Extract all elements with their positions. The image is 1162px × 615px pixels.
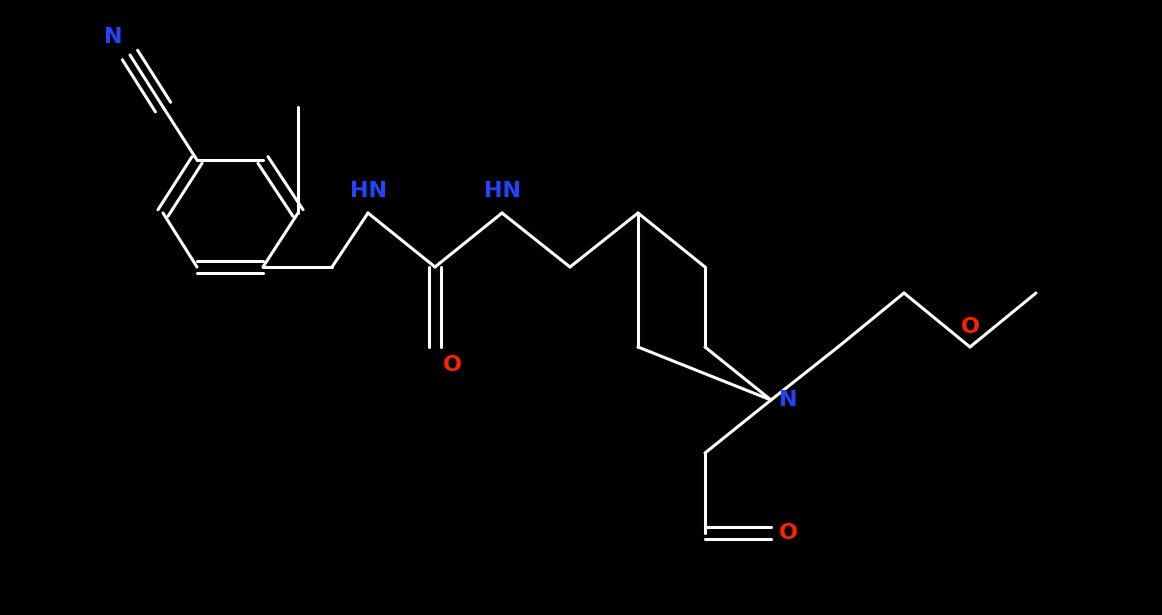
Text: N: N [779, 390, 797, 410]
Text: HN: HN [350, 181, 387, 201]
Text: O: O [961, 317, 980, 337]
Text: O: O [779, 523, 798, 543]
Text: N: N [103, 27, 122, 47]
Text: HN: HN [483, 181, 521, 201]
Text: O: O [443, 355, 462, 375]
